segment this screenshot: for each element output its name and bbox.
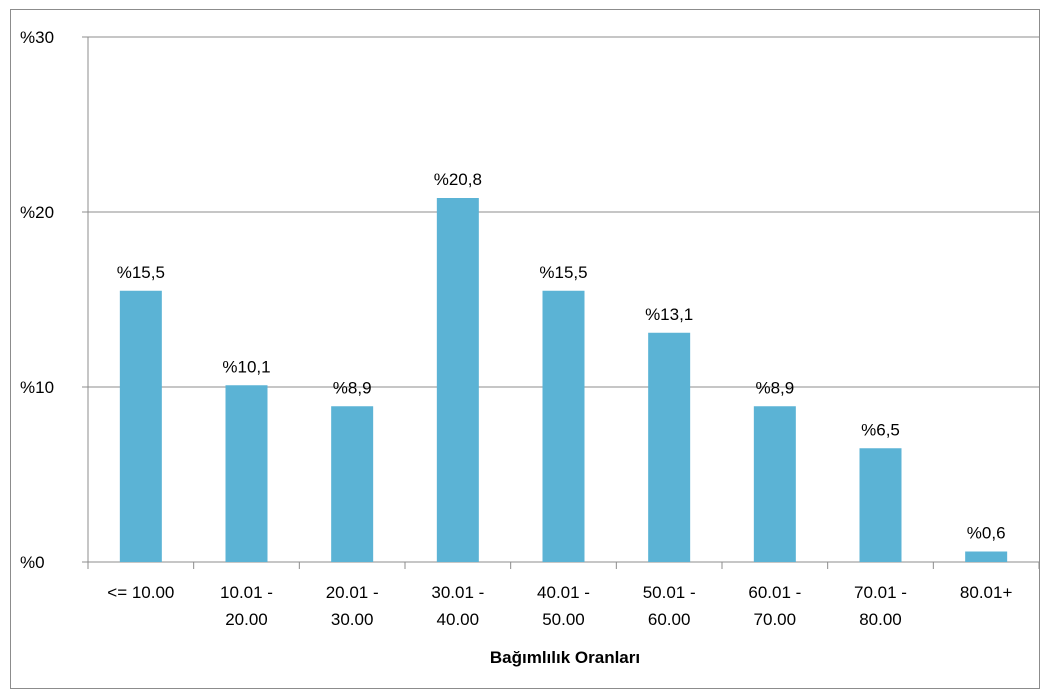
data-labels: %15,5 %10,1 %8,9 %20,8 %15,5 %13,1 %8,9 %6,5 %0,… xyxy=(117,170,1006,543)
x-tick-label: 80.01+ xyxy=(960,583,1013,602)
x-tick-label: 30.01 -40.00 xyxy=(431,583,484,629)
x-tick-label: 10.01 -20.00 xyxy=(220,583,273,629)
data-label: %10,1 xyxy=(222,357,270,376)
x-tick-label: <= 10.00 xyxy=(107,583,174,602)
x-tick-label: 60.01 -70.00 xyxy=(748,583,801,629)
x-tick-label: 70.01 -80.00 xyxy=(854,583,907,629)
bar xyxy=(965,551,1008,562)
x-tick-label: 40.01 -50.00 xyxy=(537,583,590,629)
y-tick-label: %0 xyxy=(20,553,45,572)
data-label: %6,5 xyxy=(861,420,900,439)
bar xyxy=(225,385,268,562)
data-label: %15,5 xyxy=(117,263,165,282)
x-tick-labels: <= 10.00 10.01 -20.00 20.01 -30.00 30.01 -4… xyxy=(107,583,1012,629)
bar xyxy=(753,406,796,562)
data-label: %8,9 xyxy=(755,378,794,397)
x-axis-title: Bağımlılık Oranları xyxy=(490,648,640,667)
data-label: %13,1 xyxy=(645,305,693,324)
data-label: %20,8 xyxy=(434,170,482,189)
x-tick-label: 20.01 -30.00 xyxy=(326,583,379,629)
x-tick-label: 50.01 -60.00 xyxy=(643,583,696,629)
y-tick-label: %30 xyxy=(20,28,54,47)
bar xyxy=(436,198,479,562)
y-tick-labels: %0 %10 %20 %30 xyxy=(20,28,54,572)
bar xyxy=(331,406,374,562)
data-label: %8,9 xyxy=(333,378,372,397)
y-tick-label: %10 xyxy=(20,378,54,397)
bar xyxy=(119,290,162,562)
bar xyxy=(542,290,585,562)
data-label: %0,6 xyxy=(967,524,1006,543)
y-tick-label: %20 xyxy=(20,203,54,222)
bar xyxy=(648,332,691,562)
chart-frame xyxy=(10,9,1040,689)
data-label: %15,5 xyxy=(539,263,587,282)
bar xyxy=(859,448,902,562)
bars xyxy=(119,198,1008,562)
